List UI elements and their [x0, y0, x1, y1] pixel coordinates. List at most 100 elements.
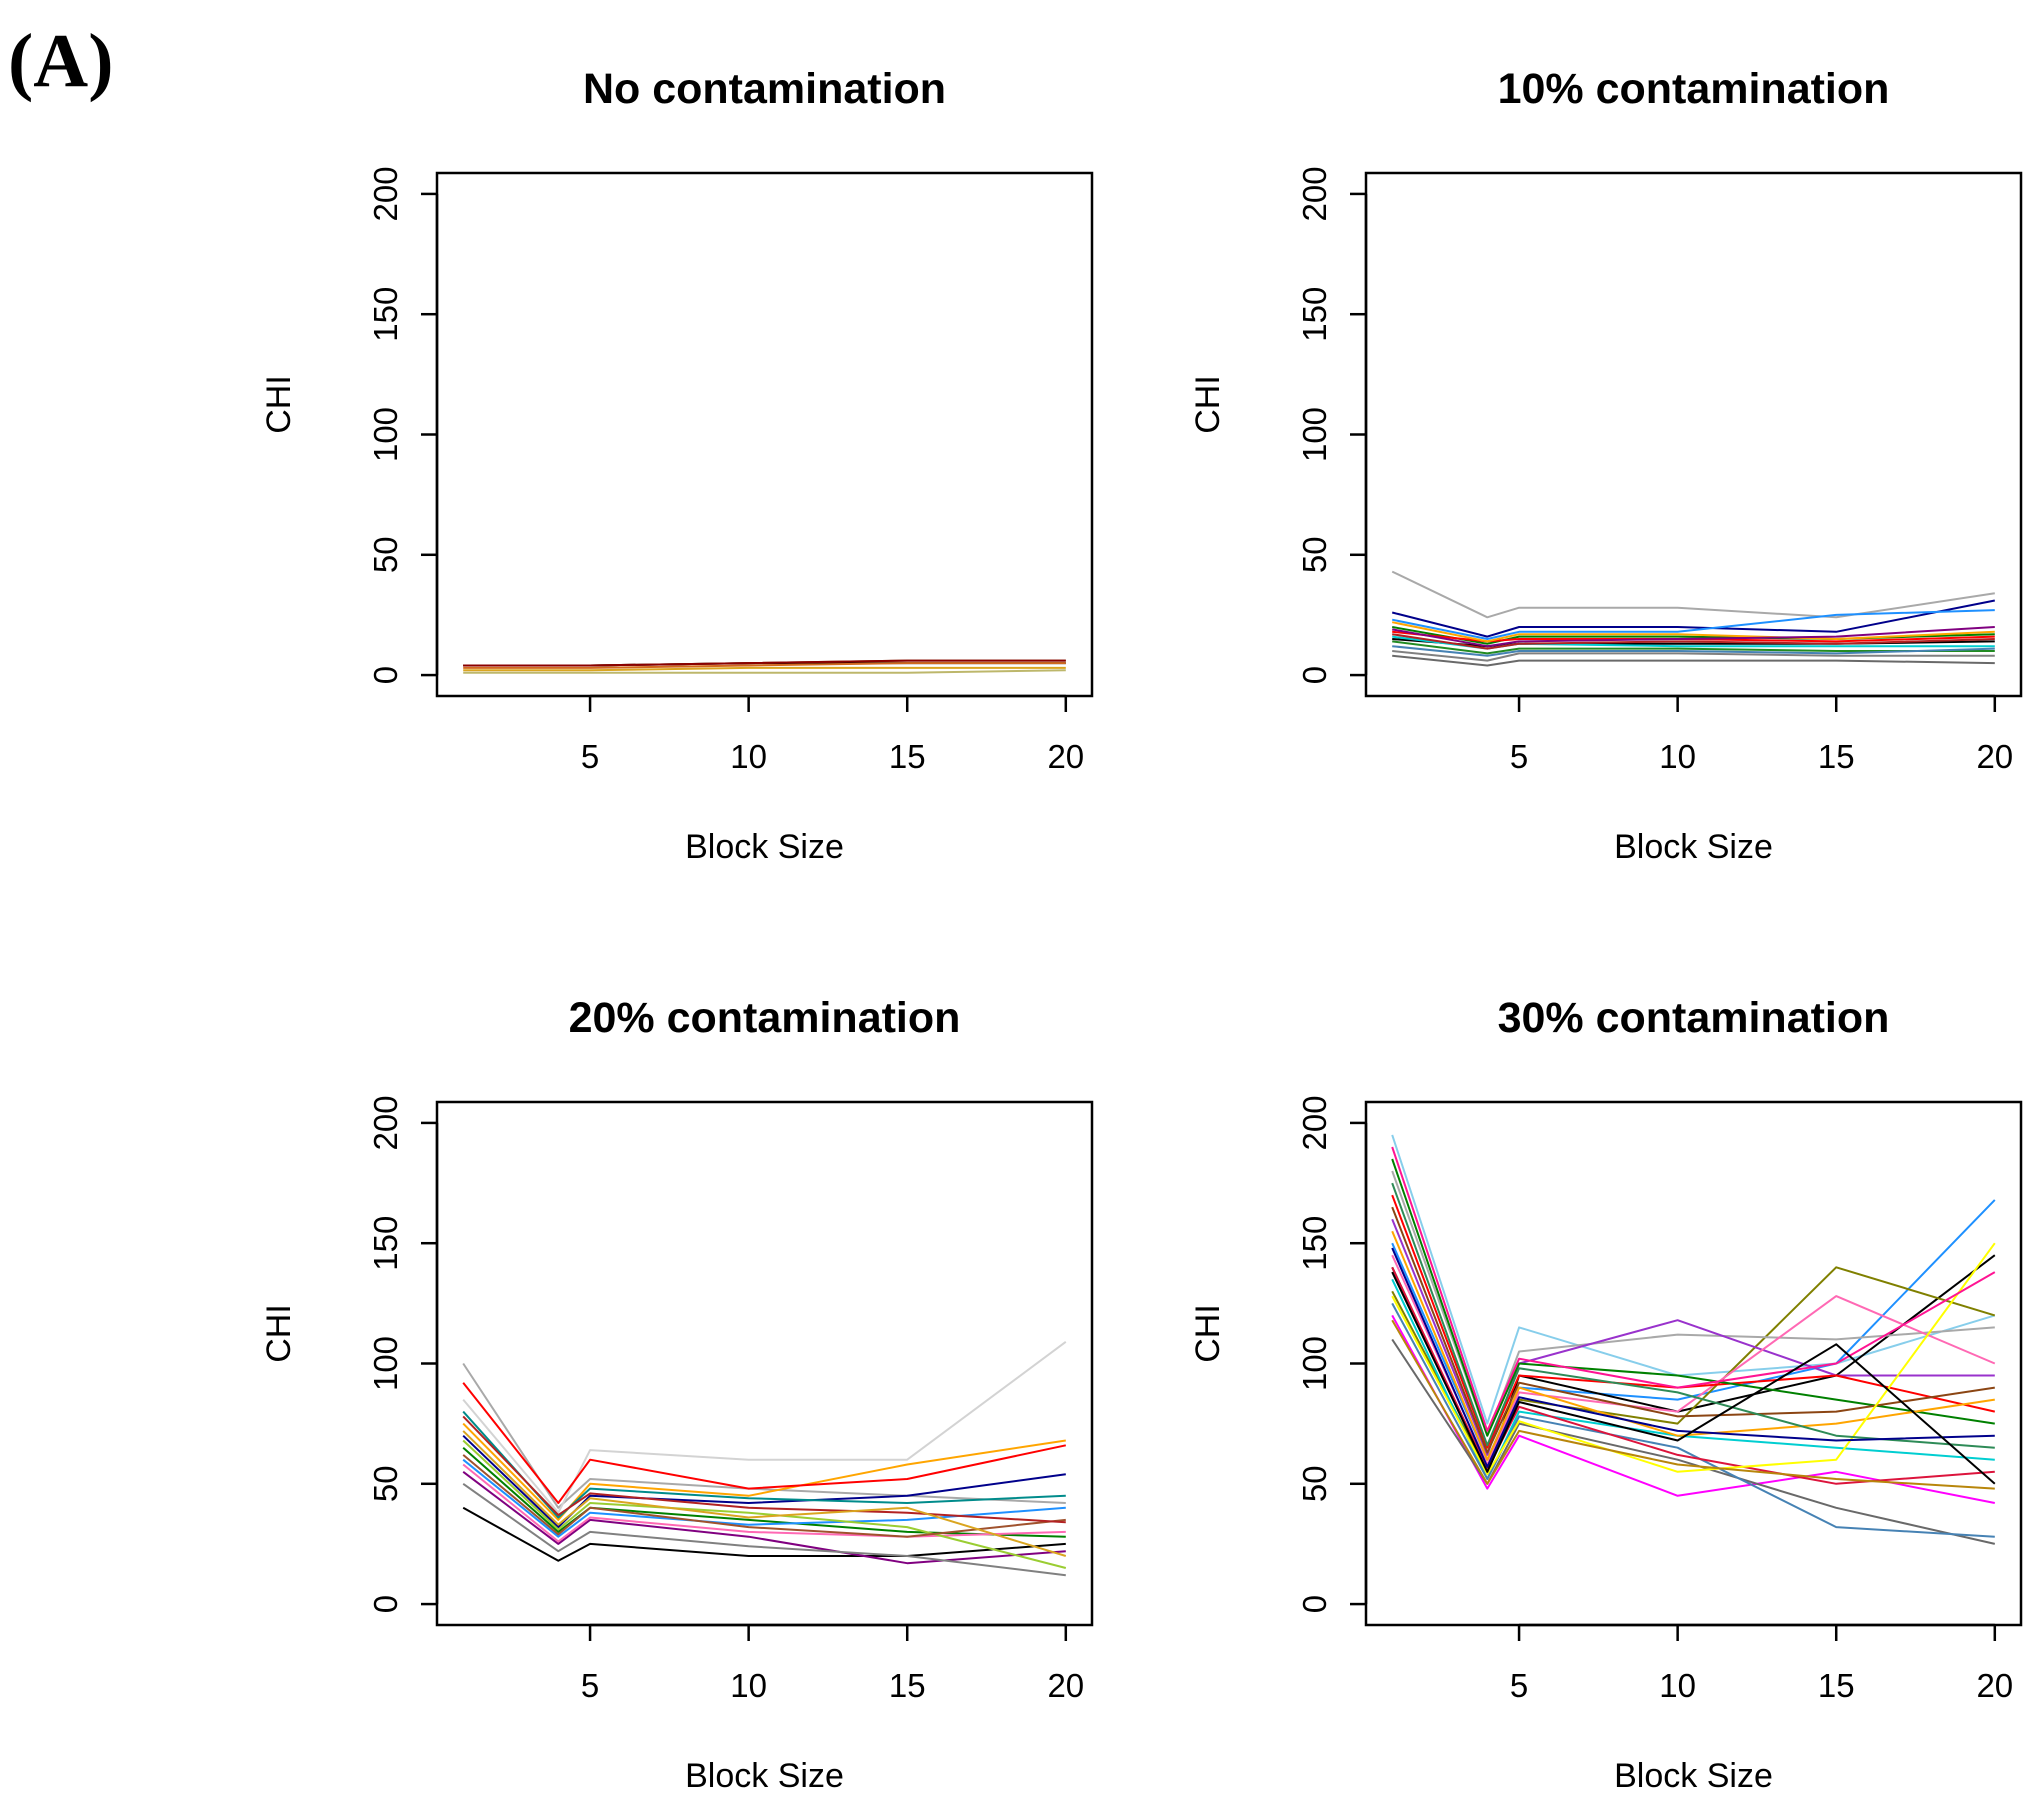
- y-axis: 0 50 100 150 200 CHI: [1189, 1095, 1368, 1613]
- x-tick-label: 20: [1047, 738, 1084, 775]
- series-line-s14: [1392, 645, 1995, 657]
- y-tick-label: 150: [1296, 1216, 1333, 1271]
- series-line-s21: [1391, 1319, 1995, 1490]
- series-line-s12: [1391, 1338, 1996, 1545]
- series-group: [1391, 570, 1995, 667]
- series-line-s3: [462, 1422, 1066, 1521]
- x-axis: 5 10 15 20 Block Size: [581, 694, 1084, 866]
- y-tick-label: 50: [367, 1465, 404, 1502]
- x-axis: 5 10 15 20 Block Size: [1510, 1623, 2013, 1795]
- series-line-s6: [1391, 1218, 1995, 1456]
- x-axis-label: Block Size: [685, 828, 844, 866]
- series-line-s7: [1392, 621, 1995, 643]
- series-line-s15: [462, 1415, 1066, 1524]
- chart-panel-2: 10% contamination 5 10 15 20 Block Size 0 50 100…: [1189, 65, 2023, 866]
- x-tick-label: 20: [1976, 1667, 2013, 1704]
- x-axis: 5 10 15 20 Block Size: [581, 1623, 1084, 1795]
- chart-title: No contamination: [583, 65, 946, 113]
- x-tick-label: 15: [889, 1667, 926, 1704]
- x-axis: 5 10 15 20 Block Size: [1510, 694, 2013, 866]
- series-line-s9: [462, 1471, 1066, 1565]
- y-tick-label: 50: [1296, 1465, 1333, 1502]
- y-axis-label: CHI: [1189, 375, 1227, 434]
- series-line-s22: [1391, 1271, 1996, 1485]
- series-line-s19: [1391, 1247, 1995, 1468]
- x-tick-label: 20: [1976, 738, 2013, 775]
- y-tick-label: 0: [1296, 666, 1333, 684]
- chart-panel-3: 20% contamination 5 10 15 20 Block Size 0 50 100…: [260, 994, 1094, 1795]
- series-line-s18: [1391, 1182, 1995, 1449]
- y-axis: 0 50 100 150 200 CHI: [1189, 166, 1368, 684]
- y-tick-label: 150: [367, 1216, 404, 1271]
- series-line-s1: [1391, 1134, 1996, 1425]
- y-tick-label: 150: [367, 287, 404, 342]
- chart-panel-4: 30% contamination 5 10 15 20 Block Size 0 50 100…: [1189, 994, 2023, 1795]
- chart-title: 20% contamination: [569, 994, 961, 1042]
- y-axis-label: CHI: [1189, 1304, 1227, 1363]
- series-line-s8: [1391, 1194, 1996, 1449]
- series-line-s1: [1391, 570, 1995, 619]
- series-line-s2: [462, 1340, 1067, 1514]
- series-line-s3: [463, 662, 1066, 669]
- y-tick-label: 150: [1296, 287, 1333, 342]
- series-group: [462, 1340, 1067, 1577]
- series-line-s3: [1392, 609, 1995, 640]
- series-line-s16: [462, 1430, 1067, 1557]
- series-line-s8: [1392, 626, 1995, 648]
- x-tick-label: 5: [581, 738, 599, 775]
- x-tick-label: 10: [1659, 738, 1696, 775]
- plot-frame: [1364, 171, 2023, 698]
- series-line-s2: [1391, 599, 1995, 638]
- series-group: [463, 659, 1066, 674]
- chart-panel-1: No contamination 5 10 15 20 Block Size 0 50 100 1…: [260, 65, 1094, 866]
- series-line-s16: [1391, 1266, 1995, 1485]
- panel-label: (A): [8, 19, 114, 103]
- series-line-s14: [1391, 1230, 1995, 1461]
- series-line-s4: [463, 659, 1066, 667]
- series-line-s11: [1392, 640, 1995, 655]
- x-tick-label: 10: [730, 738, 767, 775]
- series-group: [1391, 1134, 1996, 1545]
- y-axis-label: CHI: [260, 1304, 298, 1363]
- y-tick-label: 100: [1296, 1336, 1333, 1391]
- series-line-s5: [463, 666, 1066, 672]
- series-line-s13: [1391, 1302, 1995, 1538]
- y-tick-label: 200: [1296, 166, 1333, 221]
- series-line-s6: [462, 1434, 1066, 1529]
- y-tick-label: 200: [1296, 1095, 1333, 1150]
- series-line-s7: [462, 1446, 1066, 1538]
- x-axis-label: Block Size: [1614, 1757, 1773, 1795]
- y-tick-label: 100: [367, 1336, 404, 1391]
- y-tick-label: 100: [1296, 407, 1333, 462]
- y-axis-label: CHI: [260, 375, 298, 434]
- series-line-s12: [1392, 654, 1995, 667]
- y-axis: 0 50 100 150 200 CHI: [260, 166, 439, 684]
- series-line-s5: [462, 1506, 1066, 1562]
- series-line-s8: [462, 1458, 1066, 1538]
- x-tick-label: 5: [1510, 1667, 1528, 1704]
- series-line-s6: [463, 669, 1066, 674]
- plot-frame: [435, 171, 1094, 698]
- series-line-s10: [1391, 1158, 1995, 1437]
- y-tick-label: 200: [367, 1095, 404, 1150]
- x-axis-label: Block Size: [685, 1757, 844, 1795]
- y-tick-label: 200: [367, 166, 404, 221]
- series-line-s13: [462, 1454, 1066, 1538]
- x-tick-label: 20: [1047, 1667, 1084, 1704]
- y-tick-label: 50: [367, 536, 404, 573]
- x-tick-label: 15: [1818, 738, 1855, 775]
- series-line-s15: [1391, 1206, 1995, 1454]
- x-tick-label: 10: [1659, 1667, 1696, 1704]
- y-tick-label: 0: [367, 666, 404, 684]
- x-axis-label: Block Size: [1614, 828, 1773, 866]
- x-tick-label: 15: [1818, 1667, 1855, 1704]
- series-line-s17: [1391, 1242, 1996, 1476]
- y-tick-label: 50: [1296, 536, 1333, 573]
- chart-title: 10% contamination: [1498, 65, 1890, 113]
- y-tick-label: 100: [367, 407, 404, 462]
- y-tick-label: 0: [1296, 1595, 1333, 1613]
- x-tick-label: 5: [1510, 738, 1528, 775]
- x-tick-label: 10: [730, 1667, 767, 1704]
- series-line-s5: [1392, 630, 1995, 643]
